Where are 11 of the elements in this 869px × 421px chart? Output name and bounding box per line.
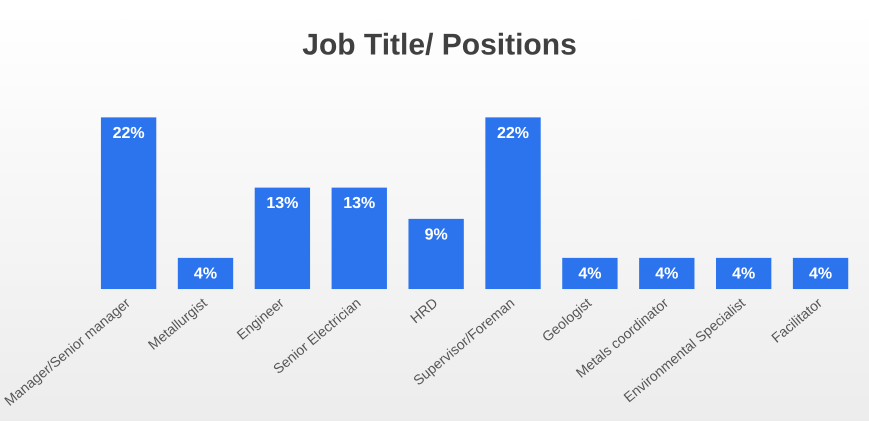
data-label: 4% <box>655 265 678 282</box>
data-label: 13% <box>266 195 298 212</box>
chart-title: Job Title/ Positions <box>302 28 577 62</box>
data-label: 22% <box>112 124 145 142</box>
data-label: 9% <box>424 226 448 244</box>
data-label: 4% <box>732 265 756 282</box>
data-label: 13% <box>343 195 376 212</box>
data-label: 22% <box>497 124 530 142</box>
data-label: 4% <box>808 265 832 282</box>
data-label: 4% <box>578 265 602 282</box>
data-label: 4% <box>194 265 218 282</box>
